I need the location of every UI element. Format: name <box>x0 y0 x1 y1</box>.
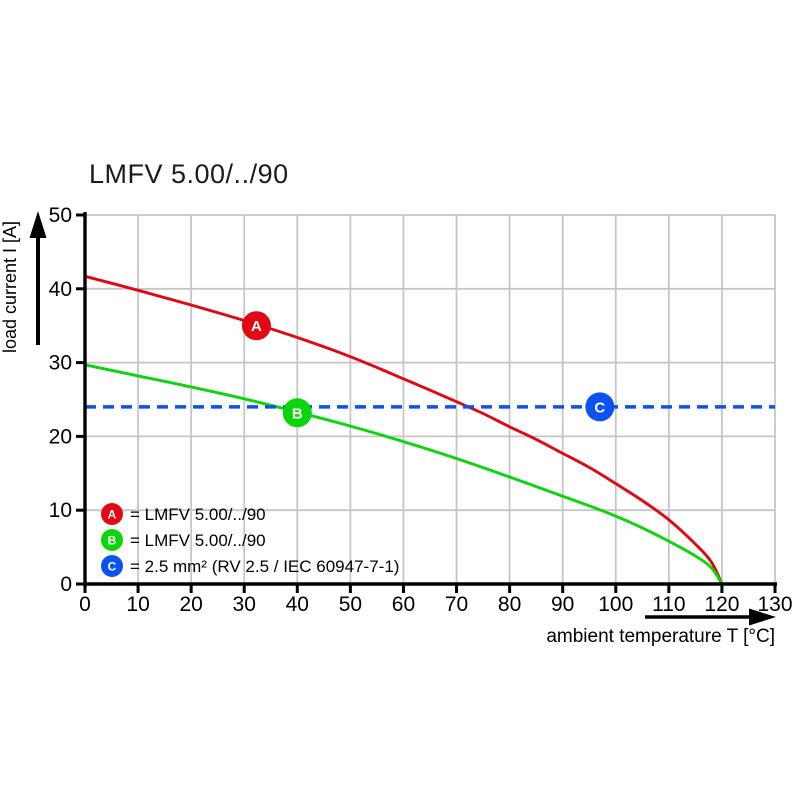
x-axis-arrow-head-icon <box>749 608 776 626</box>
marker-C-letter: C <box>594 399 605 416</box>
y-tick-label: 10 <box>49 499 72 522</box>
legend-C-letter: C <box>108 560 117 574</box>
chart-title: LMFV 5.00/../90 <box>89 159 289 189</box>
legend-item-B: B = LMFV 5.00/../90 <box>101 529 266 551</box>
x-tick-label: 0 <box>79 593 91 616</box>
y-tick-label: 0 <box>60 573 72 596</box>
x-tick-label: 10 <box>126 593 149 616</box>
y-tick-label: 20 <box>49 425 72 448</box>
y-tick-label: 40 <box>49 278 72 301</box>
x-tick-label: 90 <box>551 593 574 616</box>
legend-A-text: = LMFV 5.00/../90 <box>130 505 266 524</box>
marker-A-letter: A <box>251 318 262 335</box>
marker-A-badge <box>241 311 271 341</box>
legend-item-C: C = 2.5 mm² (RV 2.5 / IEC 60947-7-1) <box>101 555 399 577</box>
x-tick-label: 50 <box>339 593 362 616</box>
legend-B-letter: B <box>108 534 117 548</box>
x-tick-label: 130 <box>757 593 792 616</box>
marker-B-letter: B <box>292 405 303 422</box>
y-axis-label: load current I [A] <box>0 221 20 353</box>
x-tick-label: 80 <box>498 593 521 616</box>
legend-item-A: A = LMFV 5.00/../90 <box>101 503 266 525</box>
x-tick-label: 30 <box>233 593 256 616</box>
y-axis-arrow-head-icon <box>29 211 47 238</box>
legend-B-badge <box>101 529 123 551</box>
series-B-curve <box>83 363 724 586</box>
x-tick-label: 40 <box>286 593 309 616</box>
marker-C-badge <box>585 392 615 422</box>
legend-C-badge <box>101 555 123 577</box>
x-tick-label: 60 <box>392 593 415 616</box>
x-axis-label: ambient temperature T [°C] <box>546 626 775 647</box>
x-tick-label: 110 <box>652 593 685 616</box>
x-tick-label: 70 <box>445 593 468 616</box>
y-tick-label: 50 <box>49 204 72 227</box>
x-tick-label: 120 <box>704 593 739 616</box>
x-tick-label: 100 <box>598 593 633 616</box>
x-tick-label: 20 <box>179 593 202 616</box>
marker-B-badge <box>282 398 312 428</box>
legend-A-badge <box>101 503 123 525</box>
legend-B-text: = LMFV 5.00/../90 <box>130 531 266 550</box>
legend-C-text: = 2.5 mm² (RV 2.5 / IEC 60947-7-1) <box>130 557 399 576</box>
legend-A-letter: A <box>108 508 117 522</box>
y-tick-label: 30 <box>49 352 72 375</box>
